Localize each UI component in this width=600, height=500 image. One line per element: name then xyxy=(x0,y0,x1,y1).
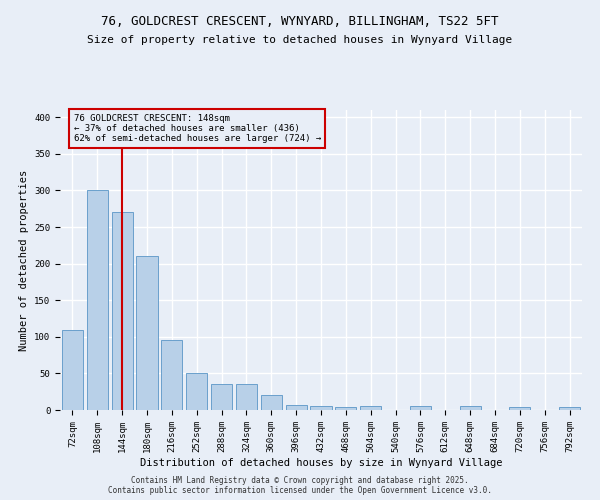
Bar xyxy=(62,330,83,410)
Bar xyxy=(211,384,232,410)
Text: 76, GOLDCREST CRESCENT, WYNYARD, BILLINGHAM, TS22 5FT: 76, GOLDCREST CRESCENT, WYNYARD, BILLING… xyxy=(101,15,499,28)
Text: 76 GOLDCREST CRESCENT: 148sqm
← 37% of detached houses are smaller (436)
62% of : 76 GOLDCREST CRESCENT: 148sqm ← 37% of d… xyxy=(74,114,321,144)
Bar xyxy=(410,406,431,410)
Text: Contains HM Land Registry data © Crown copyright and database right 2025.
Contai: Contains HM Land Registry data © Crown c… xyxy=(108,476,492,495)
Bar xyxy=(509,407,530,410)
X-axis label: Distribution of detached houses by size in Wynyard Village: Distribution of detached houses by size … xyxy=(140,458,502,468)
Bar xyxy=(87,190,108,410)
Bar xyxy=(460,406,481,410)
Bar xyxy=(112,212,133,410)
Bar xyxy=(161,340,182,410)
Bar xyxy=(559,407,580,410)
Bar xyxy=(286,405,307,410)
Bar xyxy=(186,374,207,410)
Bar xyxy=(236,384,257,410)
Text: Size of property relative to detached houses in Wynyard Village: Size of property relative to detached ho… xyxy=(88,35,512,45)
Y-axis label: Number of detached properties: Number of detached properties xyxy=(19,170,29,350)
Bar xyxy=(136,256,158,410)
Bar xyxy=(335,407,356,410)
Bar xyxy=(360,406,381,410)
Bar xyxy=(261,396,282,410)
Bar xyxy=(310,406,332,410)
